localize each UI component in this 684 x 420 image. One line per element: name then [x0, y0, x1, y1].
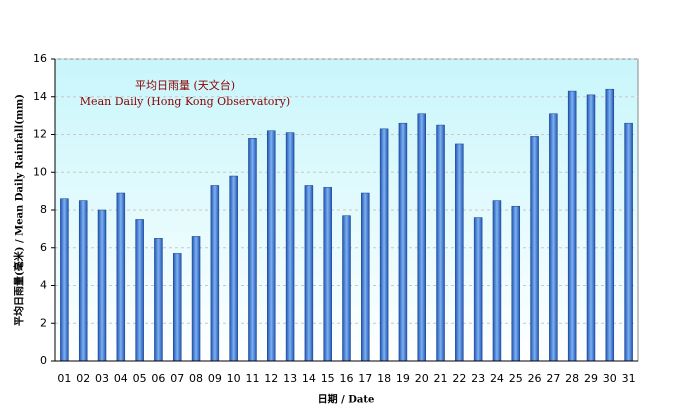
bar: [361, 192, 370, 362]
bar: [248, 138, 257, 362]
x-tick-label: 08: [189, 372, 203, 385]
x-tick-label: 19: [396, 372, 410, 385]
x-tick-label: 23: [471, 372, 485, 385]
x-axis-label: 日期 / Date: [318, 393, 375, 406]
x-tick-label: 21: [434, 372, 448, 385]
x-tick-label: 12: [264, 372, 278, 385]
bar: [97, 209, 107, 362]
y-tick-label: 16: [33, 52, 47, 65]
x-tick-label: 03: [95, 372, 109, 385]
bar: [586, 94, 596, 362]
x-tick-label: 05: [133, 372, 147, 385]
x-tick-label: 11: [245, 372, 259, 385]
bar: [417, 113, 426, 362]
annotation: Mean Daily (Hong Kong Observatory): [80, 95, 290, 108]
x-tick-label: 16: [340, 372, 354, 385]
y-axis-label: 平均日雨量(毫米) / Mean Daily Rainfall(mm): [13, 94, 26, 326]
bar: [116, 192, 126, 362]
y-tick-label: 12: [33, 128, 47, 141]
x-tick-label: 07: [170, 372, 184, 385]
x-tick-label: 02: [76, 372, 90, 385]
bar: [511, 205, 521, 362]
bar: [436, 124, 445, 362]
bar: [229, 175, 238, 362]
bar: [549, 113, 558, 362]
bar: [78, 200, 88, 362]
x-tick-label: 14: [302, 372, 316, 385]
bar: [398, 122, 408, 362]
x-tick-label: 24: [490, 372, 504, 385]
x-tick-label: 13: [283, 372, 297, 385]
y-tick-label: 2: [40, 316, 47, 329]
x-tick-label: 28: [565, 372, 579, 385]
bar: [605, 88, 615, 362]
bar: [60, 198, 69, 362]
y-tick-label: 14: [33, 90, 47, 103]
y-tick-label: 6: [40, 241, 47, 254]
bar: [285, 132, 295, 362]
x-tick-label: 30: [603, 372, 617, 385]
annotation: 平均日雨量 (天文台): [135, 78, 235, 92]
x-tick-label: 15: [321, 372, 335, 385]
bar: [530, 136, 539, 362]
bar: [172, 253, 182, 362]
bar: [267, 130, 276, 362]
bar: [210, 185, 220, 362]
x-tick-label: 20: [415, 372, 429, 385]
x-tick-label: 18: [377, 372, 391, 385]
x-tick-label: 10: [227, 372, 241, 385]
bar: [342, 215, 351, 362]
y-tick-label: 8: [40, 203, 47, 216]
x-tick-label: 09: [208, 372, 222, 385]
bar: [567, 90, 577, 362]
bar: [135, 219, 144, 362]
x-tick-label: 06: [151, 372, 165, 385]
bar: [455, 143, 464, 362]
bar: [191, 236, 201, 362]
x-tick-label: 25: [509, 372, 523, 385]
bar: [473, 217, 483, 362]
x-tick-label: 27: [546, 372, 560, 385]
x-tick-label: 01: [57, 372, 71, 385]
bar: [624, 122, 633, 362]
x-tick-label: 22: [452, 372, 466, 385]
x-tick-label: 04: [114, 372, 128, 385]
bar: [492, 200, 502, 362]
y-tick-label: 4: [40, 279, 47, 292]
y-tick-label: 0: [40, 354, 47, 367]
x-tick-label: 26: [528, 372, 542, 385]
bar: [304, 185, 314, 362]
bar: [323, 187, 332, 362]
bar: [154, 238, 163, 362]
x-tick-label: 17: [358, 372, 372, 385]
x-tick-label: 29: [584, 372, 598, 385]
x-tick-label: 31: [622, 372, 636, 385]
y-tick-label: 10: [33, 165, 47, 178]
bar: [379, 128, 389, 362]
